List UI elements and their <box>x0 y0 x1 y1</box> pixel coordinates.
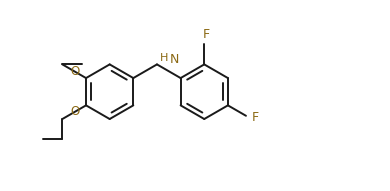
Text: O: O <box>70 66 79 79</box>
Text: N: N <box>169 53 179 66</box>
Text: O: O <box>71 105 80 118</box>
Text: F: F <box>252 111 259 124</box>
Text: H: H <box>160 53 168 63</box>
Text: F: F <box>202 28 210 40</box>
